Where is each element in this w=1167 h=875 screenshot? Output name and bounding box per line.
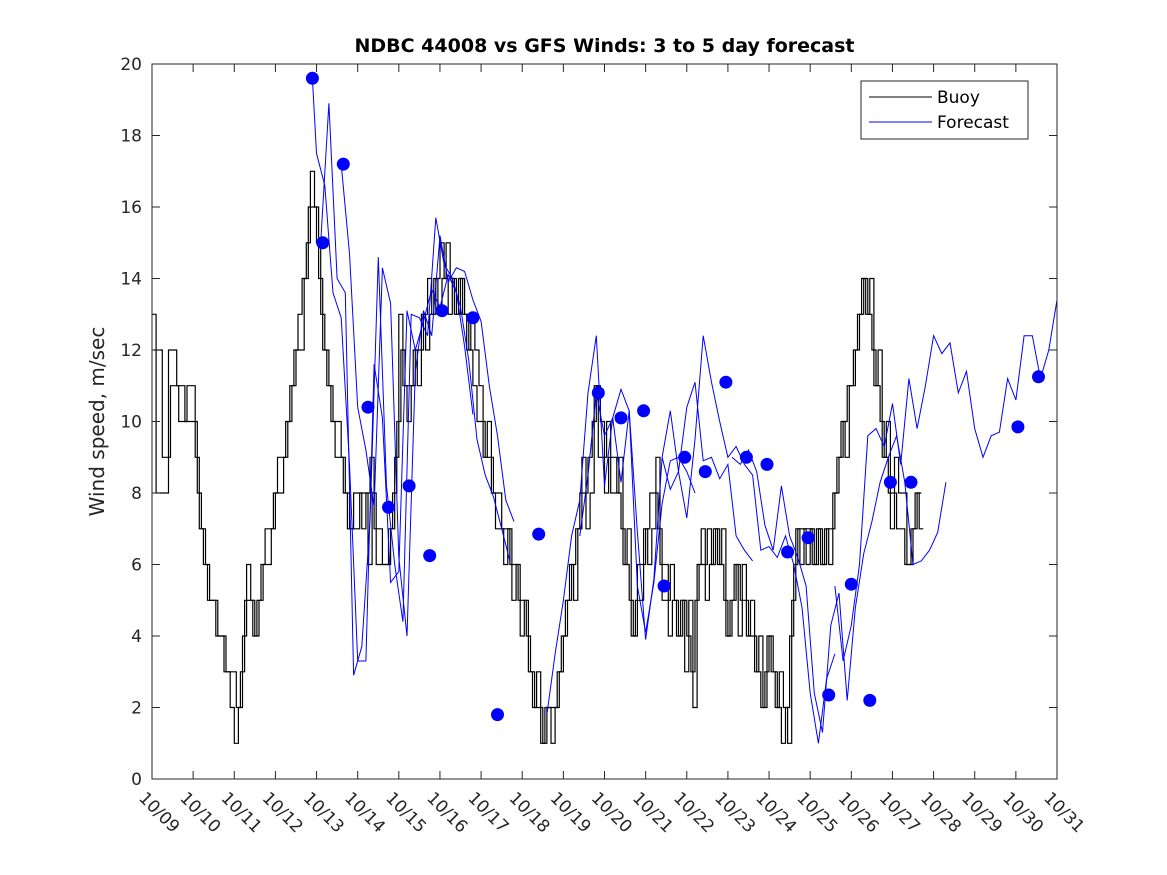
forecast-series-line-5 [579,382,753,640]
forecast-marker [316,236,330,250]
forecast-marker [678,450,692,464]
forecast-marker [591,386,605,400]
forecast-marker [491,708,504,722]
legend-buoy-label: Buoy [937,88,980,108]
forecast-marker [883,475,897,489]
forecast-marker [402,479,416,493]
forecast-marker [801,531,815,545]
forecast-series-line-6 [661,335,836,744]
forecast-marker [844,577,858,591]
y-tick-label: 8 [131,484,142,504]
forecast-series-line-1 [311,78,474,662]
marker-layer [305,71,1045,722]
series-layer [152,78,1058,744]
y-axis-label: Wind speed, m/sec [85,327,109,517]
y-tick-label: 4 [131,627,142,647]
y-tick-label: 14 [120,270,142,290]
forecast-series-line-7 [731,433,947,733]
forecast-marker [532,527,546,541]
forecast-marker [423,549,437,563]
legend: Buoy Forecast [860,80,1029,140]
forecast-marker [657,579,671,593]
forecast-series-line-4 [546,335,696,715]
legend-box [860,80,1029,140]
forecast-marker [336,157,350,171]
forecast-marker [739,450,753,464]
forecast-marker [1011,420,1025,434]
forecast-marker [719,375,733,389]
forecast-marker [361,400,375,414]
forecast-marker [822,688,836,702]
forecast-marker [382,500,395,514]
buoy-series-line-detail [154,170,924,744]
y-tick-label: 12 [120,341,142,361]
forecast-marker [904,475,918,489]
forecast-marker [466,311,480,325]
legend-forecast-label: Forecast [937,113,1009,133]
forecast-marker [781,545,795,559]
y-tick-label: 20 [120,55,142,75]
buoy-series-line [152,206,922,744]
y-tick-label: 0 [131,770,142,790]
forecast-series-line-2 [320,103,511,676]
chart-title: NDBC 44008 vs GFS Winds: 3 to 5 day fore… [354,35,854,57]
forecast-marker [435,304,449,318]
y-tick-label: 16 [120,198,142,218]
forecast-marker [1032,370,1045,384]
y-tick-label: 18 [120,127,142,147]
forecast-marker [637,404,651,418]
y-tick-label: 6 [131,556,142,576]
y-tick-label: 2 [131,699,142,719]
y-tick-label: 10 [120,413,142,433]
forecast-marker [614,411,628,425]
forecast-series-line-3 [340,164,515,637]
forecast-series-line-8 [834,299,1058,662]
forecast-marker [760,457,774,471]
forecast-marker [698,465,712,479]
forecast-marker [863,693,877,707]
forecast-marker [305,71,319,85]
